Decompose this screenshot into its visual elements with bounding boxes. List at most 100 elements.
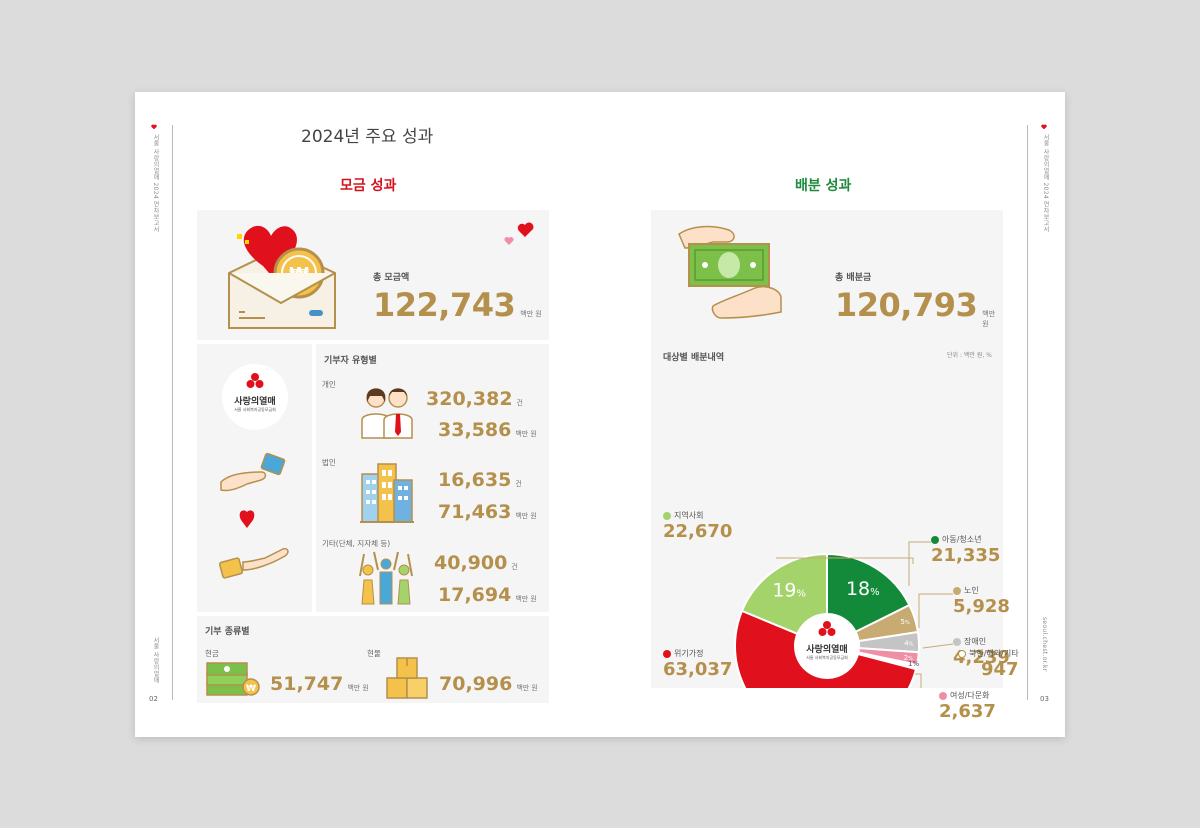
legend-dot [953, 586, 961, 595]
legend-crisis-family: 위기가정 63,037 [663, 648, 732, 680]
corporate-amount-unit: 백만 원 [515, 512, 537, 520]
side-running-title-left: 서울 사랑의열매 2024 연차보고서 [152, 134, 159, 233]
kind-label-goods: 현물 [367, 649, 381, 658]
kind-label-cash: 현금 [205, 649, 219, 658]
corporate-count: 16,635 [438, 469, 512, 491]
total-fundraising-value: 122,743 [373, 286, 516, 324]
donor-type-label-other: 기타(단체, 지자체 등) [322, 539, 391, 548]
legend-label: 위기가정 [674, 649, 704, 658]
page-title: 2024년 주요 성과 [301, 127, 434, 147]
other-amount: 17,694 [438, 584, 512, 606]
svg-text:₩: ₩ [246, 684, 256, 694]
small-hearts-icon [504, 222, 534, 245]
logo-hands-panel: 사랑의열매 서울 사회복지공동모금회 [197, 344, 312, 612]
center-logo: 사랑의열매 서울 사회복지공동모금회 [795, 614, 859, 678]
total-distribution-value: 120,793 [835, 286, 978, 324]
leader-line [922, 643, 954, 649]
legend-value: 63,037 [663, 659, 733, 680]
logo-subtext: 서울 사회복지공동모금회 [234, 407, 276, 412]
heart-bullet-icon [1041, 124, 1047, 130]
legend-value: 5,928 [953, 596, 1010, 617]
goods-value: 70,996 [439, 673, 513, 695]
legend-label: 노인 [964, 586, 979, 595]
legend-elderly: 노인 5,928 [953, 585, 1010, 617]
buildings-icon [360, 463, 414, 523]
legend-dot [663, 511, 671, 520]
target-distribution-panel: 대상별 배분내역 단위 : 백만 원, % 18%5%4%2%52%19% 사랑… [651, 328, 1010, 722]
margin-rule-right [1027, 125, 1028, 700]
other-amount-unit: 백만 원 [515, 595, 537, 603]
legend-dot [931, 535, 939, 544]
goods-boxes-icon [386, 657, 428, 699]
center-logo-subtext: 서울 사회복지공동모금회 [806, 655, 848, 660]
legend-value: 21,335 [931, 545, 1001, 566]
margin-rule-left [172, 125, 173, 700]
donor-type-panel: 기부자 유형별 개인 320,382 건 33,586 백만 원 법인 [316, 344, 549, 612]
corporate-count-unit: 건 [515, 480, 522, 488]
individual-count: 320,382 [426, 388, 513, 410]
legend-women-multicultural: 여성/다문화 2,637 [939, 690, 996, 722]
legend-value: 4,239 [953, 647, 1010, 668]
donut-percent-label: 5% [901, 618, 910, 626]
legend-youth: 아동/청소년 21,335 [931, 534, 1000, 566]
cash-unit: 백만 원 [347, 684, 369, 692]
donut-percent-label: 19% [772, 579, 806, 601]
total-distribution-unit: 백만 원 [982, 310, 996, 328]
side-running-title-right: 서울 사랑의열매 2024 연차보고서 [1042, 134, 1049, 233]
love-fruit-berries-icon [818, 621, 836, 636]
side-brand-left: 서울 사랑의열매 [152, 637, 159, 684]
target-distribution-title: 대상별 배분내역 [663, 353, 725, 363]
donut-percent-label: 2% [904, 654, 913, 662]
legend-dot [953, 637, 961, 646]
goods-unit: 백만 원 [516, 684, 538, 692]
legend-community: 지역사회 22,670 [663, 510, 732, 542]
legend-dot [939, 691, 947, 700]
legend-value: 22,670 [663, 521, 733, 542]
distribution-section-title: 배분 성과 [795, 178, 852, 194]
heart-bullet-icon [151, 124, 157, 130]
leader-line [915, 673, 922, 688]
legend-disabled: 장애인 4,239 [953, 636, 1010, 668]
individual-amount: 33,586 [438, 419, 512, 441]
report-spread: 서울 사랑의열매 2024 연차보고서 서울 사랑의열매 02 서울 사랑의열매… [135, 92, 1065, 737]
donor-type-label-corporate: 법인 [322, 458, 336, 467]
legend-dot [958, 649, 966, 658]
legend-label: 아동/청소년 [942, 535, 982, 544]
group-cheering-icon [359, 551, 413, 605]
legend-label: 지역사회 [674, 511, 704, 520]
total-fundraising-unit: 백만 원 [520, 310, 542, 318]
donut-percent-label: 18% [846, 578, 880, 600]
individual-amount-unit: 백만 원 [515, 430, 537, 438]
love-fruit-logo: 사랑의열매 서울 사회복지공동모금회 [222, 364, 288, 430]
leader-line [908, 541, 931, 586]
legend-dot [663, 649, 671, 658]
giving-hands-heart-icon [218, 452, 289, 579]
legend-nk-overseas-other: 북한/해외/기타 947 [958, 648, 1019, 680]
donation-kind-panel: 기부 종류별 현금 ₩ 51,747 백만 원 현물 70,996 백만 원 [197, 616, 549, 703]
page-number-right: 03 [1040, 695, 1049, 703]
donor-type-label-individual: 개인 [322, 380, 336, 389]
donation-kind-title: 기부 종류별 [205, 627, 250, 637]
people-icon [361, 388, 413, 439]
legend-value: 2,637 [939, 701, 996, 722]
corporate-amount: 71,463 [438, 501, 512, 523]
other-count-unit: 건 [511, 563, 518, 571]
pct-label-outside: 1% [908, 660, 920, 668]
center-logo-text: 사랑의열매 [806, 645, 848, 655]
hands-money-icon [678, 225, 782, 319]
side-website: seoul.chest.or.kr [1041, 617, 1048, 672]
page-number-left: 02 [149, 695, 158, 703]
logo-text: 사랑의열매 [234, 397, 276, 407]
legend-value: 947 [980, 659, 1019, 680]
love-fruit-berries-icon [246, 373, 264, 388]
legend-label: 여성/다문화 [950, 691, 990, 700]
donor-type-title: 기부자 유형별 [324, 356, 377, 366]
other-count: 40,900 [434, 552, 508, 574]
fundraising-section-title: 모금 성과 [340, 178, 397, 194]
envelope-heart-coin-icon: ₩ [228, 225, 336, 329]
total-distribution-panel: 총 배분금 120,793 백만 원 [651, 210, 1003, 340]
total-distribution-label: 총 배분금 [835, 273, 872, 283]
total-fundraising-panel: ₩ 총 모금액 122,743 백만 원 [197, 210, 549, 340]
cash-money-icon: ₩ [206, 662, 260, 696]
legend-label: 장애인 [964, 637, 987, 646]
